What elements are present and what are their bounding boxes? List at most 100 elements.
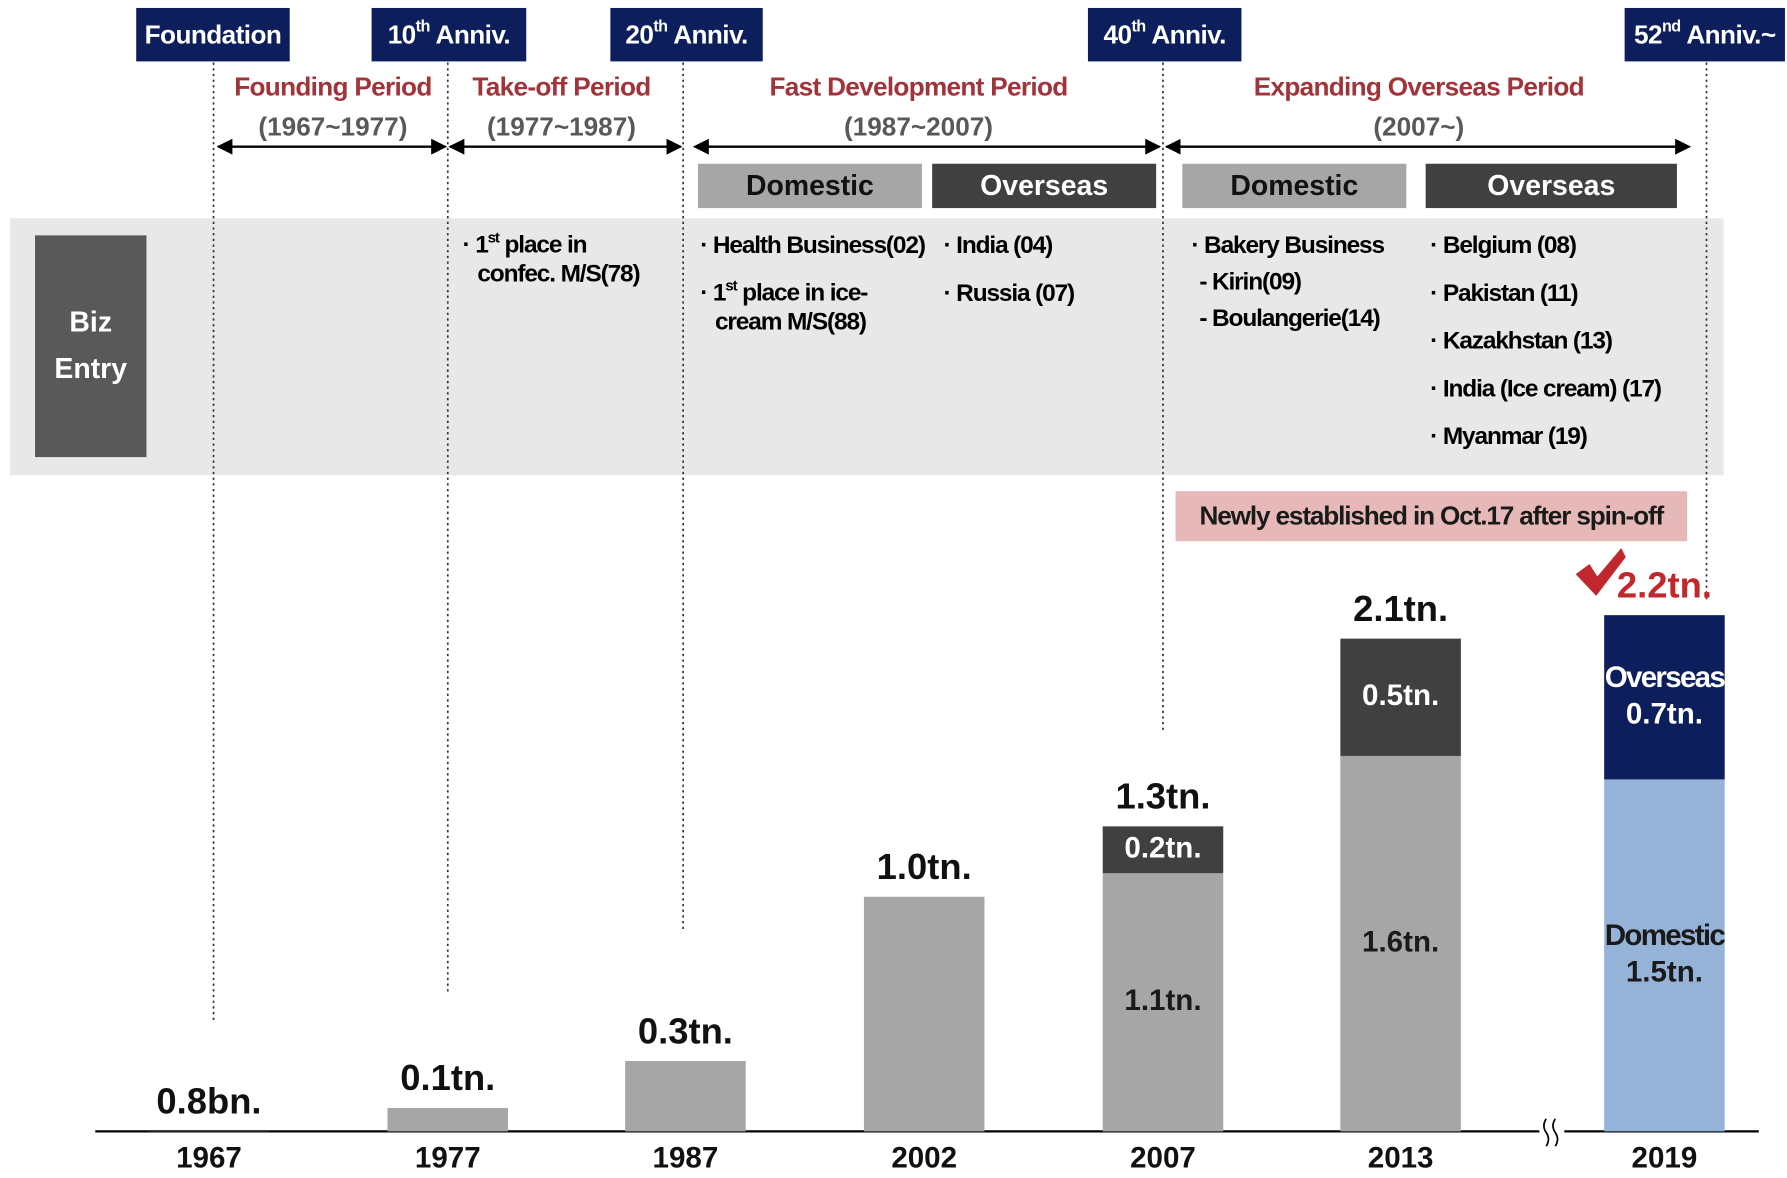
entry-line: · Health Business(02) xyxy=(700,232,925,259)
note-box xyxy=(1175,491,1688,542)
milestone-box xyxy=(371,7,527,62)
entry-line: confec. M/S(78) xyxy=(477,261,639,288)
entry-line: · 1st place in xyxy=(463,229,587,259)
segment-label: Overseas xyxy=(980,170,1108,202)
axis-break-gap xyxy=(1539,1114,1565,1149)
segment-value-label: 0.7tn. xyxy=(1626,697,1703,730)
text-part: · 1 xyxy=(463,232,489,259)
bar-segment xyxy=(1604,615,1725,780)
check-mark xyxy=(1575,548,1626,596)
segment-value-label: 1.1tn. xyxy=(1124,984,1201,1017)
milestone-box xyxy=(136,7,290,62)
segment-value-label: 0.2tn. xyxy=(1124,832,1201,865)
text-part: · 1 xyxy=(700,280,726,307)
text-part: Anniv. xyxy=(1146,19,1226,49)
entry-line: · Belgium (08) xyxy=(1430,232,1576,259)
milestone-box xyxy=(1087,7,1242,62)
segment-value-label: 1.6tn. xyxy=(1362,925,1439,958)
x-tick-label: 1967 xyxy=(176,1142,242,1175)
entry-line: - Boulangerie(14) xyxy=(1199,305,1379,332)
text-part: Anniv. xyxy=(667,19,747,49)
entry-line: cream M/S(88) xyxy=(715,308,866,335)
entry-line: · Myanmar (19) xyxy=(1430,423,1587,450)
period-name: Take-off Period xyxy=(472,72,650,102)
segment-value-label: 1.5tn. xyxy=(1626,955,1703,988)
milestone-box xyxy=(1624,7,1785,62)
total-label: 0.3tn. xyxy=(638,1010,733,1051)
biz-band xyxy=(10,218,1724,476)
period-years: (1977~1987) xyxy=(487,111,636,141)
milestone-label: 40th Anniv. xyxy=(1104,18,1226,50)
segment-box xyxy=(932,163,1157,209)
period-years: (2007~) xyxy=(1373,111,1464,141)
entry-line: · India (04) xyxy=(944,232,1053,259)
segment-name: Domestic xyxy=(1605,919,1726,952)
entry-line: · 1st place in ice- xyxy=(700,277,868,307)
total-label: 0.1tn. xyxy=(400,1057,495,1098)
milestone-label: Foundation xyxy=(145,19,282,49)
period-name: Expanding Overseas Period xyxy=(1254,72,1584,102)
text-part: Anniv.~ xyxy=(1681,19,1776,49)
entry-line: · Bakery Business xyxy=(1191,232,1384,259)
x-tick-label: 1977 xyxy=(415,1142,481,1175)
total-label: 0.8bn. xyxy=(156,1081,261,1122)
note: Newly established in Oct.17 after spin-o… xyxy=(1200,500,1665,530)
bar-segment xyxy=(625,1060,746,1132)
x-tick-label: 2013 xyxy=(1368,1142,1434,1175)
bar-segment xyxy=(387,1107,509,1132)
bar-segment xyxy=(1340,638,1461,756)
total-label: 1.0tn. xyxy=(877,846,972,887)
segment-value-label: 0.5tn. xyxy=(1362,679,1439,712)
text-part: 20 xyxy=(625,19,653,49)
segment-name: Overseas xyxy=(1605,661,1726,694)
segment-label: Domestic xyxy=(746,170,874,202)
text-part: 52 xyxy=(1634,19,1662,49)
bar-segment xyxy=(863,896,985,1132)
bar-segment xyxy=(1102,873,1224,1132)
superscript: th xyxy=(653,18,667,36)
entry-line: · Kazakhstan (13) xyxy=(1430,328,1612,355)
x-tick-label: 2019 xyxy=(1632,1142,1698,1175)
period-years: (1967~1977) xyxy=(258,111,407,141)
superscript: st xyxy=(488,229,500,246)
milestone-box xyxy=(610,7,763,62)
milestone-label: 20th Anniv. xyxy=(625,18,747,50)
entry-line: · Pakistan (11) xyxy=(1430,280,1577,307)
entry-line: · Russia (07) xyxy=(944,280,1075,307)
text-part: 10 xyxy=(388,19,416,49)
text-part: place in xyxy=(499,232,587,259)
segment-label: Domestic xyxy=(1230,170,1358,202)
text-part: place in ice- xyxy=(737,280,869,307)
segment-label: Overseas xyxy=(1487,170,1615,202)
entry-line: · India (Ice cream) (17) xyxy=(1430,375,1661,402)
x-tick-label: 1987 xyxy=(653,1142,719,1175)
text-part: 40 xyxy=(1104,19,1132,49)
text-part: Anniv. xyxy=(430,19,510,49)
segment-box xyxy=(1182,163,1407,209)
bar-segment xyxy=(1340,755,1461,1132)
segment-box xyxy=(1425,163,1677,209)
period-name: Fast Development Period xyxy=(769,72,1067,102)
superscript: th xyxy=(416,18,430,36)
segment-box xyxy=(697,163,922,209)
milestone-label: 10th Anniv. xyxy=(388,18,510,50)
biz-entry-label: Entry xyxy=(54,353,127,385)
total-label: 2.1tn. xyxy=(1353,588,1448,629)
period-years: (1987~2007) xyxy=(844,111,993,141)
superscript: th xyxy=(1131,18,1145,36)
superscript: st xyxy=(725,277,737,294)
period-name: Founding Period xyxy=(234,72,431,102)
bar-segment xyxy=(1102,826,1224,874)
x-tick-label: 2002 xyxy=(891,1142,957,1175)
biz-entry-label: Biz xyxy=(69,307,112,339)
milestone-label: 52nd Anniv.~ xyxy=(1634,18,1776,50)
axis-break xyxy=(1543,1118,1559,1147)
superscript: nd xyxy=(1662,18,1681,36)
total-label: 2.2tn. xyxy=(1617,564,1712,605)
x-tick-label: 2007 xyxy=(1130,1142,1196,1175)
bar-segment xyxy=(1604,779,1725,1132)
total-label: 1.3tn. xyxy=(1115,776,1210,817)
entry-line: - Kirin(09) xyxy=(1199,269,1301,296)
